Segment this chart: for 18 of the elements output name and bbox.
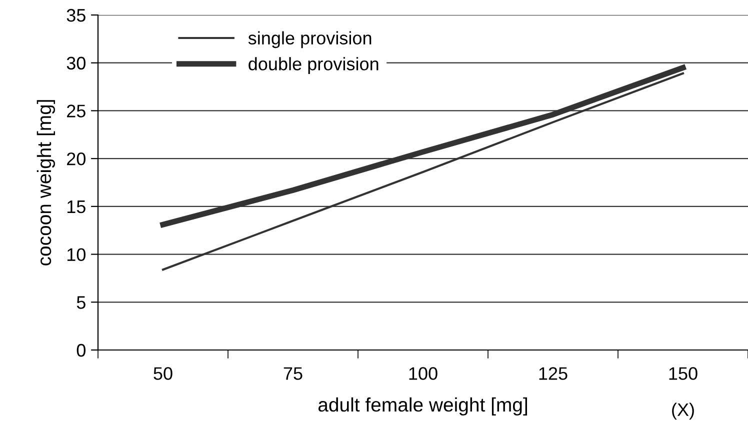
y-tick-label: 15	[67, 200, 86, 214]
legend-label: single provision	[248, 31, 372, 48]
x-tick-label: 150	[669, 367, 698, 380]
x-tick-label: 125	[539, 367, 568, 380]
y-axis-title: cocoon weight [mg]	[36, 100, 55, 266]
y-tick-label: 20	[67, 152, 86, 166]
y-tick-label: 35	[66, 8, 86, 22]
y-tick-label: 30	[66, 56, 86, 70]
x-axis-title: adult female weight [mg]	[318, 397, 527, 416]
y-tick-label: 10	[67, 248, 86, 262]
text: (X)	[672, 402, 694, 420]
x-tick-label: 100	[409, 367, 438, 380]
y-tick-label: 5	[76, 296, 86, 309]
legend-label: double provision	[248, 57, 378, 74]
y-tick-label: 25	[67, 104, 86, 118]
x-tick-label: 75	[284, 367, 302, 380]
y-tick-label: 0	[76, 344, 86, 357]
x-tick-label: 50	[154, 367, 172, 380]
